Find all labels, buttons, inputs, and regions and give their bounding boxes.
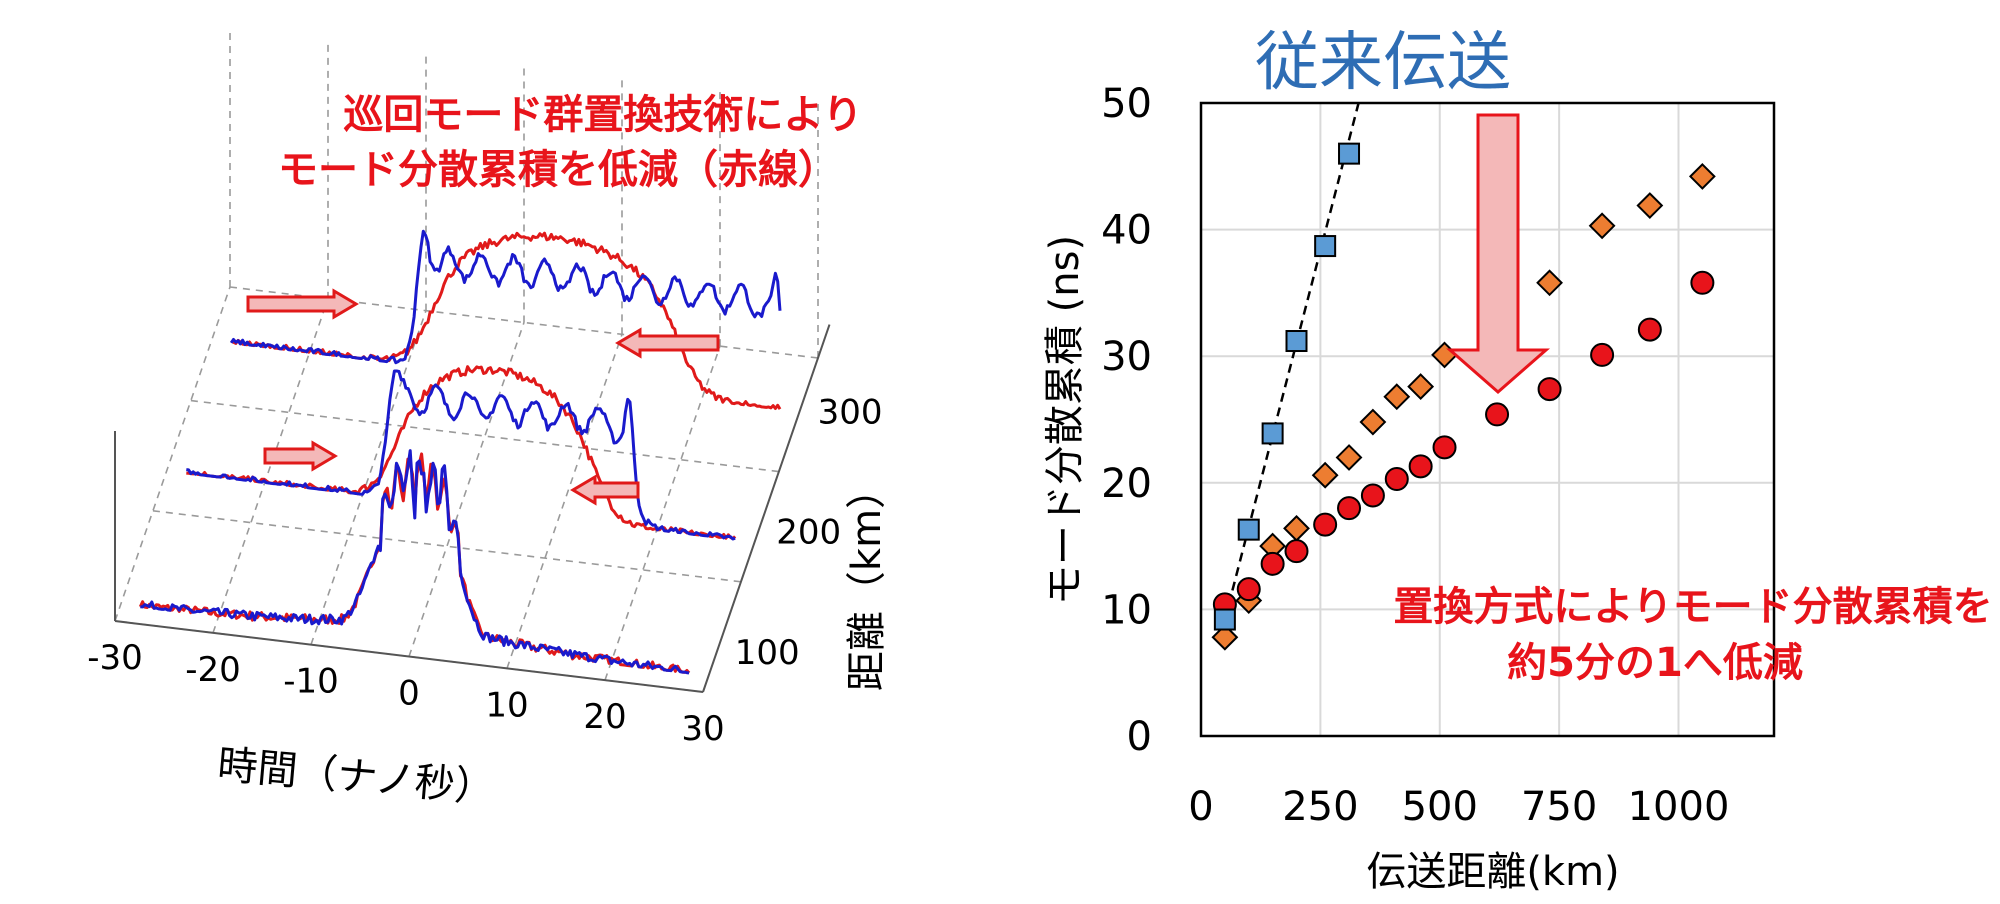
- waterfall-annotation-line2: モード分散累積を低減（赤線）: [278, 147, 838, 193]
- waterfall-x-tick-label: -20: [185, 650, 241, 690]
- waterfall-x-tick-label: -10: [283, 662, 339, 702]
- scatter-y-axis-label: モード分散累積 (ns): [1042, 235, 1088, 605]
- grid-line-time-floor: [310, 310, 427, 645]
- grid-line-time-floor: [212, 298, 329, 634]
- marker-circle: [1360, 483, 1385, 508]
- y-tick-label: 10: [1101, 587, 1152, 633]
- marker-circle: [1337, 496, 1362, 521]
- marker-circle: [1537, 377, 1562, 402]
- waterfall-y-ticks: 100 200 300: [735, 392, 883, 672]
- marker-diamond: [1536, 269, 1563, 297]
- scatter-annotation-line2: 約5分の1へ低減: [1507, 640, 1803, 686]
- y-tick-label: 0: [1127, 714, 1152, 760]
- waterfall-arrows: [246, 288, 720, 506]
- marker-diamond: [1359, 408, 1387, 436]
- waterfall-x-tick-label: 30: [681, 709, 724, 749]
- marker-circle: [1637, 317, 1662, 342]
- marker-conventional: [1213, 608, 1236, 631]
- blue-trace-2: [186, 369, 736, 541]
- waterfall-x-tick-label: 20: [583, 697, 626, 737]
- marker-circle: [1313, 512, 1338, 537]
- marker-diamond: [1431, 341, 1458, 369]
- y-tick-label: 20: [1101, 461, 1152, 507]
- marker-circle: [1408, 454, 1433, 479]
- waterfall-x-axis-label: 時間（ナノ秒）: [216, 742, 497, 812]
- blue-trace-3: [229, 229, 782, 365]
- marker-circle: [1384, 467, 1409, 492]
- marker-diamond: [1335, 444, 1363, 471]
- marker-circle: [1236, 577, 1261, 602]
- marker-circle: [1432, 435, 1457, 460]
- x-tick-label: 0: [1188, 784, 1213, 830]
- marker-circle: [1590, 342, 1615, 367]
- x-tick-label: 1000: [1628, 784, 1730, 830]
- marker-conventional: [1338, 142, 1361, 165]
- x-tick-label: 250: [1282, 784, 1358, 830]
- y-tick-label: 50: [1101, 81, 1152, 127]
- marker-circle: [1260, 551, 1285, 576]
- marker-diamond: [1688, 163, 1716, 190]
- dispersion-arrow: [570, 474, 640, 506]
- grid-line-time-floor: [604, 345, 721, 681]
- dispersion-arrow: [246, 288, 359, 320]
- waterfall-y-tick-label: 100: [735, 633, 800, 673]
- waterfall-chart: 巡回モード群置換技術により モード分散累積を低減（赤線） -30 -20 -10 0 1…: [87, 27, 890, 812]
- scatter-markers: [1211, 142, 1716, 651]
- waterfall-traces: [138, 229, 782, 675]
- marker-circle: [1690, 270, 1715, 295]
- red-trace-3: [230, 231, 782, 410]
- dispersion-arrow: [263, 440, 338, 472]
- y-tick-label: 40: [1101, 208, 1152, 254]
- marker-conventional: [1285, 330, 1308, 353]
- x-tick-label: 750: [1521, 784, 1597, 830]
- blue-trace-1: [140, 449, 690, 675]
- conventional-title: 従来伝送: [1255, 26, 1511, 100]
- grid-line-distance: [152, 509, 742, 583]
- waterfall-x-tick-label: 0: [398, 674, 420, 714]
- marker-diamond: [1383, 383, 1411, 411]
- waterfall-y-tick-label: 200: [776, 513, 841, 553]
- plot-frame: [1199, 101, 1776, 738]
- marker-conventional: [1237, 518, 1260, 541]
- grid-line-time-floor: [506, 334, 623, 669]
- reduction-arrow: [1446, 113, 1550, 394]
- marker-circle: [1485, 402, 1510, 427]
- marker-diamond: [1636, 192, 1664, 219]
- waterfall-y-tick-label: 300: [818, 392, 883, 432]
- marker-diamond: [1588, 212, 1616, 240]
- dispersion-arrow: [615, 327, 720, 359]
- waterfall-x-tick-label: 10: [485, 685, 528, 725]
- marker-diamond: [1283, 514, 1310, 542]
- y-tick-label: 30: [1101, 334, 1152, 380]
- marker-diamond: [1211, 623, 1239, 651]
- marker-circle: [1284, 539, 1309, 564]
- waterfall-annotation-line1: 巡回モード群置換技術により: [343, 92, 862, 138]
- x-tick-label: 500: [1402, 784, 1478, 830]
- distance-axis: [702, 324, 831, 693]
- waterfall-x-ticks: -30 -20 -10 0 10 20 30: [87, 638, 724, 749]
- marker-conventional: [1261, 422, 1284, 445]
- scatter-x-axis-label: 伝送距離(km): [1366, 849, 1619, 895]
- waterfall-x-tick-label: -30: [87, 638, 143, 678]
- scatter-annotation-line1: 置換方式によりモード分散累積を: [1393, 584, 1992, 630]
- grid-line-time-floor: [114, 286, 231, 622]
- grid-line-time-floor: [408, 322, 525, 657]
- marker-diamond: [1311, 461, 1339, 489]
- waterfall-y-axis-label: 距離（km）: [844, 469, 890, 691]
- marker-conventional: [1314, 235, 1337, 258]
- time-axis: [114, 620, 704, 693]
- marker-diamond: [1407, 373, 1435, 400]
